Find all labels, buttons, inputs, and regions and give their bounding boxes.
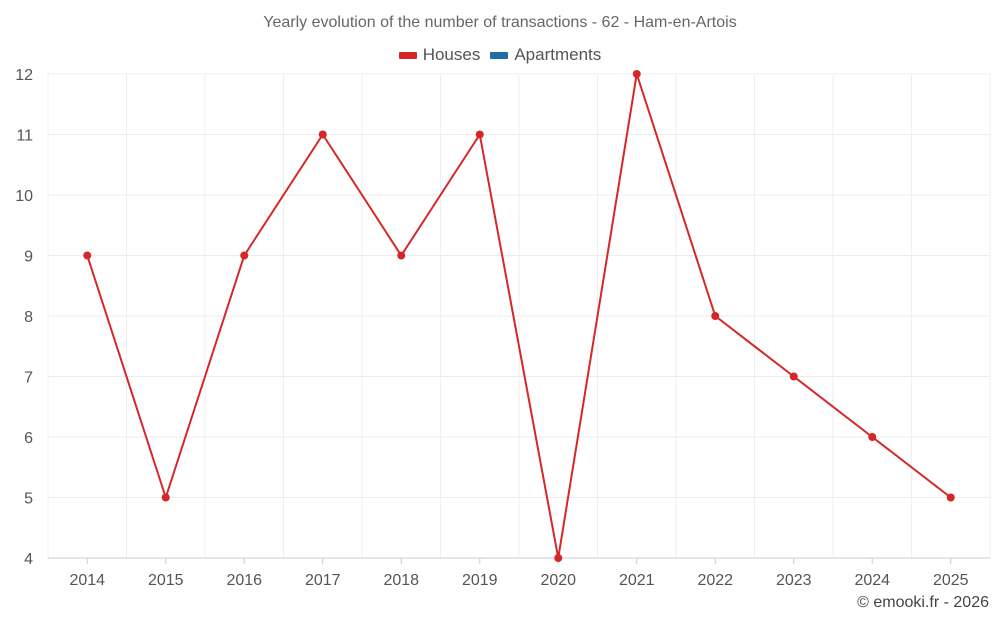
x-tick-label: 2025 bbox=[933, 572, 969, 589]
x-tick-label: 2017 bbox=[305, 572, 341, 589]
chart-legend: Houses Apartments bbox=[0, 45, 1000, 65]
chart-title: Yearly evolution of the number of transa… bbox=[263, 14, 737, 31]
x-tick-label: 2015 bbox=[148, 572, 184, 589]
data-point[interactable] bbox=[868, 433, 877, 441]
data-point[interactable] bbox=[789, 372, 798, 381]
y-tick-label: 9 bbox=[24, 249, 33, 266]
data-point[interactable] bbox=[554, 554, 563, 562]
x-tick-label: 2022 bbox=[697, 572, 733, 589]
x-tick-label: 2020 bbox=[540, 572, 576, 589]
legend-item-houses[interactable]: Houses bbox=[398, 45, 481, 65]
y-tick-label: 11 bbox=[16, 128, 33, 145]
data-point[interactable] bbox=[397, 251, 406, 260]
data-point[interactable] bbox=[632, 70, 641, 78]
y-axis-ticks: 4 5 6 7 8 9 10 11 12 bbox=[15, 67, 33, 568]
series-line-houses bbox=[86, 73, 952, 559]
legend-swatch-apartments bbox=[490, 51, 509, 59]
series-lines bbox=[86, 73, 952, 559]
x-axis-ticks: 2014 2015 2016 2017 2018 2019 2020 2021 2022 2023… bbox=[69, 558, 969, 589]
y-tick-label: 8 bbox=[24, 309, 33, 326]
x-tick-label: 2021 bbox=[619, 572, 655, 589]
data-point[interactable] bbox=[240, 251, 249, 260]
y-tick-label: 12 bbox=[15, 67, 33, 84]
legend-swatch-houses bbox=[398, 51, 417, 59]
data-point[interactable] bbox=[946, 493, 955, 502]
data-point[interactable] bbox=[711, 312, 720, 320]
x-tick-label: 2016 bbox=[226, 572, 262, 589]
y-tick-label: 10 bbox=[15, 188, 33, 205]
y-tick-label: 6 bbox=[24, 430, 33, 447]
footer-credit: © emooki.fr - 2026 bbox=[857, 594, 989, 611]
y-tick-label: 4 bbox=[24, 551, 33, 568]
x-tick-label: 2019 bbox=[462, 572, 498, 589]
x-tick-label: 2024 bbox=[854, 572, 890, 589]
data-point[interactable] bbox=[318, 130, 327, 139]
legend-label-houses: Houses bbox=[422, 45, 481, 64]
data-point[interactable] bbox=[83, 251, 92, 260]
data-point[interactable] bbox=[475, 130, 484, 139]
x-tick-label: 2014 bbox=[69, 572, 105, 589]
y-tick-label: 5 bbox=[24, 491, 33, 508]
y-tick-label: 7 bbox=[24, 370, 33, 387]
x-tick-label: 2018 bbox=[383, 572, 419, 589]
grid-lines bbox=[47, 73, 991, 559]
data-points bbox=[83, 70, 955, 562]
x-tick-label: 2023 bbox=[776, 572, 812, 589]
legend-item-apartments[interactable]: Apartments bbox=[490, 45, 601, 65]
legend-label-apartments: Apartments bbox=[514, 45, 602, 64]
data-point[interactable] bbox=[161, 493, 170, 502]
